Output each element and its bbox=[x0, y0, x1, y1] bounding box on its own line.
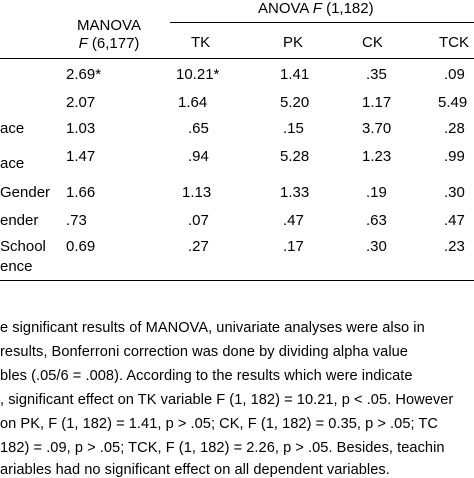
pk-value: .47 bbox=[283, 212, 304, 229]
ck-value: .30 bbox=[366, 238, 387, 255]
column-header-tk: TK bbox=[191, 34, 211, 51]
paragraph-line: results, Bonferroni correction was done … bbox=[0, 344, 408, 360]
ck-value: 1.23 bbox=[362, 148, 392, 165]
paragraph-line: bles (.05/6 = .008). According to the re… bbox=[0, 368, 413, 384]
row-label: ace bbox=[0, 120, 25, 137]
pk-value: 5.20 bbox=[280, 94, 310, 111]
column-header-tck: TCK bbox=[439, 34, 469, 51]
row-label: Gender bbox=[0, 184, 51, 201]
column-header-pk: PK bbox=[283, 34, 304, 51]
manova-header-line1: MANOVA bbox=[77, 17, 141, 34]
anova-header-text: ANOVA bbox=[258, 0, 313, 17]
anova-header-df: (1,182) bbox=[321, 0, 374, 17]
ck-value: 3.70 bbox=[362, 120, 392, 137]
manova-value: 2.69* bbox=[66, 66, 102, 83]
tck-value: .28 bbox=[444, 120, 465, 137]
column-header-ck: CK bbox=[362, 34, 383, 51]
paragraph-line: e significant results of MANOVA, univari… bbox=[0, 320, 425, 336]
manova-header: MANOVA F (6,177) bbox=[63, 17, 155, 53]
paragraph-line: 182) = .09, p > .05; TCK, F (1, 182) = 2… bbox=[0, 440, 445, 456]
tck-value: .09 bbox=[444, 66, 465, 83]
paragraph-line: ariables had no significant effect on al… bbox=[0, 462, 390, 478]
manova-value: 0.69 bbox=[66, 238, 96, 255]
row-label-continued: ence bbox=[0, 258, 33, 275]
pk-value: .17 bbox=[283, 238, 304, 255]
anova-header-f: F bbox=[312, 0, 322, 17]
ck-value: .63 bbox=[366, 212, 387, 229]
anova-header: ANOVA F (1,182) bbox=[258, 0, 374, 17]
manova-header-df: (6,177) bbox=[87, 35, 140, 52]
manova-value: 2.07 bbox=[66, 94, 96, 111]
tck-value: .30 bbox=[444, 184, 465, 201]
ck-value: .35 bbox=[366, 66, 387, 83]
ck-value: 1.17 bbox=[362, 94, 392, 111]
manova-value: 1.03 bbox=[66, 120, 96, 137]
table-header-rule bbox=[0, 58, 474, 59]
tk-value: .27 bbox=[188, 238, 209, 255]
tck-value: 5.49 bbox=[438, 94, 468, 111]
table-bottom-rule bbox=[0, 280, 474, 281]
row-label: ace bbox=[0, 155, 25, 172]
manova-value: 1.66 bbox=[66, 184, 96, 201]
tck-value: .99 bbox=[444, 148, 465, 165]
paragraph-line: , significant effect on TK variable F (1… bbox=[0, 392, 454, 408]
pk-value: 1.41 bbox=[280, 66, 310, 83]
tck-value: .47 bbox=[444, 212, 465, 229]
tk-value: .07 bbox=[188, 212, 209, 229]
tk-value: 10.21* bbox=[176, 66, 220, 83]
ck-value: .19 bbox=[366, 184, 387, 201]
pk-value: 1.33 bbox=[280, 184, 310, 201]
anova-header-rule bbox=[170, 22, 474, 23]
tk-value: .65 bbox=[188, 120, 209, 137]
tk-value: 1.13 bbox=[182, 184, 212, 201]
manova-value: 1.47 bbox=[66, 148, 96, 165]
manova-value: .73 bbox=[66, 212, 87, 229]
row-label: ender bbox=[0, 212, 39, 229]
tck-value: .23 bbox=[444, 238, 465, 255]
row-label: School bbox=[0, 238, 46, 255]
manova-header-f: F bbox=[78, 35, 88, 52]
tk-value: .94 bbox=[188, 148, 209, 165]
paragraph-line: on PK, F (1, 182) = 1.41, p > .05; CK, F… bbox=[0, 416, 438, 432]
manova-header-line2: F (6,177) bbox=[63, 35, 155, 53]
pk-value: 5.28 bbox=[280, 148, 310, 165]
tk-value: 1.64 bbox=[178, 94, 208, 111]
pk-value: .15 bbox=[283, 120, 304, 137]
